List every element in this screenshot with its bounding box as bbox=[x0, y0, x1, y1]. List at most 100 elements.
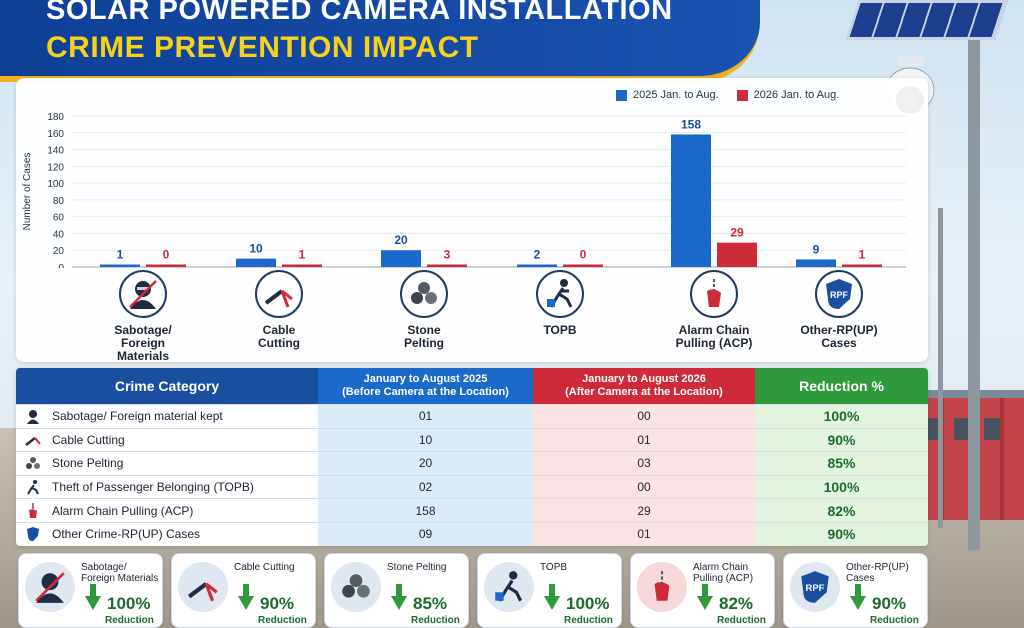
category-label-line: Other-RP(UP) bbox=[800, 323, 878, 337]
table-row: Alarm Chain Pulling (ACP) 158 29 82% bbox=[16, 498, 928, 522]
alarm-chain-icon bbox=[24, 502, 42, 520]
row-2025-value: 02 bbox=[318, 475, 533, 499]
y-tick-label: 100 bbox=[47, 179, 64, 190]
category-label-line: Stone bbox=[407, 323, 441, 337]
bar-2026 bbox=[563, 264, 603, 267]
table-row: Sabotage/ Foreign material kept 01 00 10… bbox=[16, 404, 928, 428]
bar-chart: 020406080100120140160180Number of Cases1… bbox=[22, 112, 906, 268]
masked-person-icon bbox=[25, 562, 75, 612]
page-title: SOLAR POWERED CAMERA INSTALLATION bbox=[46, 0, 673, 26]
down-arrow-icon bbox=[85, 584, 101, 610]
y-tick-label: 120 bbox=[47, 162, 64, 173]
reduction-card-topb: TOPB 100% Reduction bbox=[477, 553, 622, 628]
category-sabotage: Sabotage/ Foreign Materials bbox=[83, 270, 203, 363]
card-percent: 90% bbox=[872, 594, 907, 613]
row-category: Sabotage/ Foreign material kept bbox=[52, 409, 223, 424]
bar-value-label: 1 bbox=[859, 248, 866, 262]
category-other-rpup: RPF Other-RP(UP) Cases bbox=[779, 270, 899, 350]
cable-cutter-icon bbox=[255, 270, 303, 318]
bar-value-label: 10 bbox=[249, 242, 263, 256]
row-reduction: 100% bbox=[755, 475, 928, 499]
header-2025-line2: (Before Camera at the Location) bbox=[342, 386, 509, 398]
card-title: Foreign Materials bbox=[81, 573, 159, 584]
bar-value-label: 9 bbox=[813, 242, 820, 256]
legend-swatch-2025 bbox=[616, 89, 627, 101]
camera-pole bbox=[968, 30, 980, 550]
rpf-shield-icon bbox=[24, 525, 42, 543]
bar-2025 bbox=[671, 134, 711, 267]
reduction-card-sabotage: Sabotage/Foreign Materials 100% Reductio… bbox=[18, 553, 163, 628]
table-row: Cable Cutting 10 01 90% bbox=[16, 427, 928, 452]
down-arrow-icon bbox=[697, 584, 713, 610]
card-title: Cable Cutting bbox=[234, 562, 295, 573]
electric-pole bbox=[938, 208, 943, 528]
y-tick-label: 0 bbox=[58, 263, 64, 268]
row-2025-value: 09 bbox=[318, 522, 533, 546]
reduction-card-cable-cutting: Cable Cutting 90% Reduction bbox=[171, 553, 316, 628]
row-category: Theft of Passenger Belonging (TOPB) bbox=[52, 480, 254, 495]
reduction-card-acp: Alarm Chain Pulling (ACP) 82% Reduction bbox=[630, 553, 775, 628]
category-acp: Alarm Chain Pulling (ACP) bbox=[654, 270, 774, 350]
svg-text:RPF: RPF bbox=[830, 290, 849, 300]
stones-icon bbox=[331, 562, 381, 612]
svg-text:RPF: RPF bbox=[805, 583, 824, 594]
row-2025-value: 158 bbox=[318, 499, 533, 522]
row-category: Other Crime-RP(UP) Cases bbox=[52, 527, 201, 542]
bar-value-label: 3 bbox=[444, 247, 451, 261]
category-label-line: Cable bbox=[262, 323, 296, 337]
bar-value-label: 20 bbox=[394, 233, 408, 247]
card-title: Other-RP(UP) bbox=[846, 562, 909, 573]
down-arrow-icon bbox=[238, 584, 254, 610]
rpf-shield-icon: RPF bbox=[815, 270, 863, 318]
down-arrow-icon bbox=[391, 584, 407, 610]
row-category: Stone Pelting bbox=[52, 456, 124, 471]
header-reduction: Reduction % bbox=[755, 368, 928, 404]
bar-2026 bbox=[842, 264, 882, 267]
card-reduction-label: Reduction bbox=[717, 615, 766, 626]
category-stone-pelting: Stone Pelting bbox=[364, 270, 484, 350]
y-tick-label: 160 bbox=[47, 129, 64, 140]
category-label-line: Sabotage/ bbox=[114, 323, 172, 337]
bar-value-label: 29 bbox=[730, 226, 744, 240]
card-title: Alarm Chain bbox=[693, 562, 749, 573]
row-2026-value: 03 bbox=[533, 452, 755, 475]
category-topb: TOPB bbox=[500, 270, 620, 337]
bar-2025 bbox=[381, 250, 421, 267]
category-label-line: TOPB bbox=[543, 323, 577, 337]
category-label-line: Pulling (ACP) bbox=[675, 336, 753, 350]
alarm-chain-icon bbox=[637, 562, 687, 612]
row-2026-value: 01 bbox=[533, 428, 755, 452]
card-title: Pulling (ACP) bbox=[693, 573, 754, 584]
header-2025-line1: January to August 2025 bbox=[363, 373, 488, 385]
bar-value-label: 1 bbox=[299, 248, 306, 262]
card-reduction-label: Reduction bbox=[258, 615, 307, 626]
reduction-card-other-rpup: RPF Other-RP(UP) Cases 90% Reduction bbox=[783, 553, 928, 628]
row-2025-value: 20 bbox=[318, 452, 533, 475]
page-subtitle: CRIME PREVENTION IMPACT bbox=[46, 31, 479, 64]
table-row: Other Crime-RP(UP) Cases 09 01 90% bbox=[16, 521, 928, 546]
bar-chart-card: 020406080100120140160180Number of Cases1… bbox=[16, 78, 928, 363]
row-2026-value: 00 bbox=[533, 405, 755, 428]
category-label-line: Alarm Chain bbox=[678, 323, 750, 337]
bar-2026 bbox=[282, 264, 322, 267]
row-2026-value: 00 bbox=[533, 475, 755, 499]
category-label-line: Foreign bbox=[121, 336, 165, 350]
header-2026-line1: January to August 2026 bbox=[582, 373, 706, 385]
row-2025-value: 01 bbox=[318, 405, 533, 428]
masked-person-icon bbox=[24, 407, 42, 425]
table-row: Theft of Passenger Belonging (TOPB) 02 0… bbox=[16, 474, 928, 499]
header-2026-line2: (After Camera at the Location) bbox=[565, 386, 723, 398]
card-title: Cases bbox=[846, 573, 875, 584]
bar-value-label: 0 bbox=[163, 248, 170, 262]
rpf-shield-icon: RPF bbox=[790, 562, 840, 612]
bar-2025 bbox=[100, 264, 140, 267]
category-label-line: Cases bbox=[821, 336, 857, 350]
crime-table: Crime Category January to August 2025 (B… bbox=[16, 368, 928, 546]
bar-2026 bbox=[717, 242, 757, 267]
card-percent: 90% bbox=[260, 594, 295, 613]
row-category: Alarm Chain Pulling (ACP) bbox=[52, 503, 194, 518]
cable-cutter-icon bbox=[178, 562, 228, 612]
row-reduction: 90% bbox=[755, 522, 928, 546]
category-label-line: Cutting bbox=[258, 336, 300, 350]
row-2026-value: 29 bbox=[533, 499, 755, 522]
